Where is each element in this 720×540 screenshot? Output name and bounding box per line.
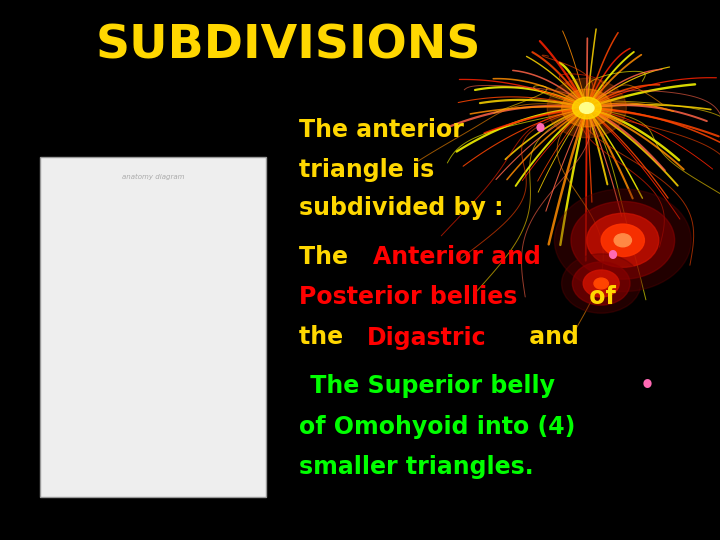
Text: •: •: [589, 245, 621, 268]
Text: smaller triangles.: smaller triangles.: [299, 455, 534, 479]
Text: The anterior: The anterior: [299, 118, 480, 141]
Circle shape: [547, 78, 626, 138]
Bar: [40, 157, 266, 497]
Text: •: •: [533, 118, 548, 141]
Text: •: •: [639, 374, 654, 398]
Text: The: The: [299, 245, 356, 268]
Text: SUBDIVISIONS: SUBDIVISIONS: [95, 23, 481, 69]
Circle shape: [571, 201, 675, 279]
Text: triangle is: triangle is: [299, 158, 434, 182]
Text: Anterior and: Anterior and: [373, 245, 541, 268]
Text: Digastric: Digastric: [366, 326, 486, 349]
Circle shape: [587, 213, 659, 267]
Circle shape: [572, 97, 601, 119]
Text: anatomy diagram: anatomy diagram: [122, 174, 184, 180]
Text: and: and: [521, 326, 579, 349]
Circle shape: [562, 254, 641, 313]
Text: the: the: [299, 326, 351, 349]
Circle shape: [572, 262, 630, 305]
Text: Posterior bellies: Posterior bellies: [299, 285, 517, 309]
Circle shape: [554, 189, 691, 292]
Circle shape: [601, 224, 644, 256]
Circle shape: [580, 103, 594, 113]
Circle shape: [594, 278, 608, 289]
Circle shape: [583, 270, 619, 297]
Text: of Omohyoid into (4): of Omohyoid into (4): [299, 415, 575, 438]
Text: The Superior belly: The Superior belly: [302, 374, 564, 398]
Circle shape: [614, 234, 631, 247]
Text: subdivided by :: subdivided by :: [299, 196, 503, 220]
Circle shape: [562, 89, 612, 127]
Text: of: of: [580, 285, 616, 309]
